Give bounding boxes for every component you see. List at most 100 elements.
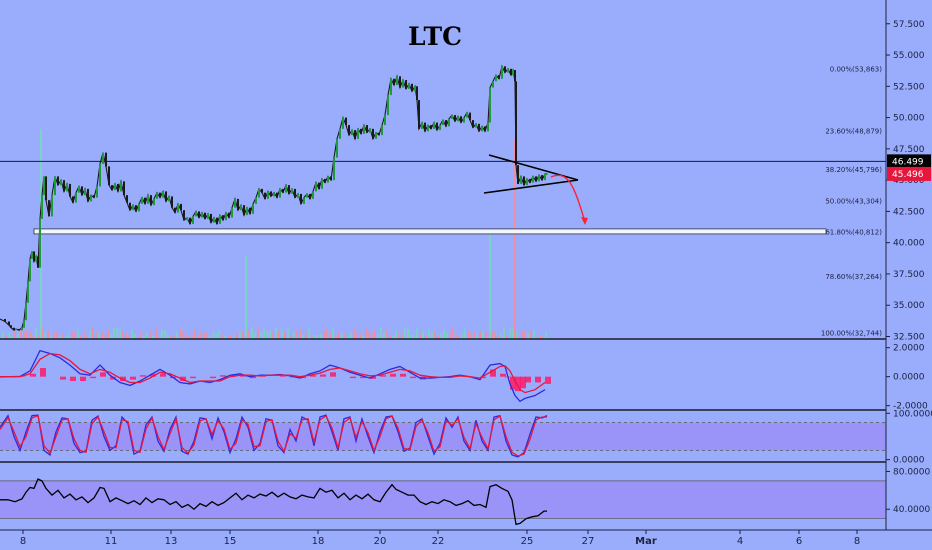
- volume-bar: [137, 336, 139, 339]
- candle-body: [31, 251, 33, 259]
- candle-body: [45, 176, 47, 201]
- macd-histogram-bar: [30, 373, 36, 377]
- macd-histogram-bar: [60, 376, 66, 380]
- volume-bar: [542, 336, 544, 339]
- y-tick-label: 100.0000: [893, 409, 932, 419]
- candle-body: [517, 165, 519, 184]
- candle-body: [309, 193, 311, 199]
- volume-bar: [239, 331, 241, 339]
- candle-body: [510, 68, 512, 76]
- volume-bar: [143, 336, 145, 339]
- volume-spike: [489, 234, 491, 339]
- candle-body: [424, 122, 426, 132]
- macd-histogram-bar: [390, 373, 396, 377]
- volume-bar: [218, 329, 220, 339]
- candle-body: [498, 75, 500, 79]
- volume-bar: [365, 328, 367, 339]
- volume-bar: [152, 335, 154, 339]
- candle-body: [285, 185, 287, 193]
- y-tick-label: 40.0000: [893, 505, 930, 515]
- candle-body: [225, 212, 227, 221]
- volume-bar: [320, 333, 322, 339]
- volume-bar: [473, 332, 475, 339]
- candle-body: [63, 180, 65, 192]
- volume-bar: [17, 334, 19, 339]
- volume-bar: [149, 331, 151, 339]
- volume-bar: [455, 334, 457, 339]
- y-tick-label: 40.000: [893, 239, 925, 249]
- candle-body: [234, 198, 236, 208]
- candle-body: [330, 176, 332, 181]
- macd-histogram-bar: [410, 376, 416, 379]
- candle-body: [156, 192, 158, 199]
- volume-bar: [14, 331, 16, 339]
- macd-histogram-bar: [330, 372, 336, 377]
- volume-bar: [101, 332, 103, 339]
- volume-bar: [128, 334, 130, 339]
- candle-body: [405, 80, 407, 89]
- volume-bar: [533, 330, 535, 339]
- volume-bar: [326, 328, 328, 339]
- volume-bar: [230, 335, 232, 339]
- candle-body: [303, 197, 305, 204]
- volume-bar: [122, 331, 124, 339]
- candle-body: [504, 66, 506, 73]
- volume-bar: [383, 333, 385, 339]
- candle-body: [306, 193, 308, 198]
- candle-body: [363, 125, 365, 134]
- volume-bar: [431, 331, 433, 339]
- projection-arrow: [550, 174, 586, 223]
- candle-body: [501, 66, 503, 79]
- candle-body: [369, 128, 371, 133]
- candle-body: [520, 176, 522, 184]
- candle-body: [237, 198, 239, 211]
- candle-body: [357, 128, 359, 139]
- volume-bar: [362, 335, 364, 339]
- volume-bar: [221, 334, 223, 339]
- candle-body: [198, 211, 200, 218]
- candle-body: [375, 132, 377, 139]
- volume-bar: [440, 333, 442, 339]
- candle-body: [408, 83, 410, 89]
- volume-bar: [44, 332, 46, 339]
- y-tick-label: 0.0000: [893, 373, 925, 383]
- candle-body: [487, 122, 489, 132]
- candle-body: [360, 128, 362, 134]
- candle-body: [427, 125, 429, 132]
- candle-body: [399, 76, 401, 88]
- volume-bar: [242, 331, 244, 339]
- volume-bar: [308, 327, 310, 339]
- price-tag-label: 45.496: [892, 170, 924, 180]
- triangle-lower-line: [483, 179, 579, 194]
- volume-bar: [95, 332, 97, 339]
- x-tick-label: 8: [854, 536, 860, 547]
- candle-body: [249, 207, 251, 214]
- volume-bar: [8, 332, 10, 339]
- volume-bar: [107, 329, 109, 339]
- candle-body: [216, 217, 218, 224]
- volume-bar: [344, 333, 346, 339]
- volume-bar: [62, 333, 64, 339]
- volume-bar: [341, 332, 343, 339]
- candle-body: [336, 138, 338, 158]
- volume-bar: [347, 336, 349, 339]
- candle-body: [463, 117, 465, 123]
- candle-body: [204, 212, 206, 219]
- volume-bar: [434, 330, 436, 339]
- candle-body: [451, 115, 453, 119]
- candle-body: [416, 86, 418, 101]
- candle-body: [324, 178, 326, 183]
- volume-bar: [296, 330, 298, 339]
- candle-body: [192, 216, 194, 224]
- macd-histogram-bar: [480, 376, 486, 379]
- candle-body: [51, 195, 53, 217]
- candle-body: [535, 176, 537, 182]
- volume-bar: [386, 328, 388, 339]
- volume-bar: [65, 336, 67, 339]
- y-tick-label: 55.000: [893, 51, 925, 61]
- macd-histogram-bar: [280, 375, 286, 377]
- macd-histogram-bar: [210, 376, 216, 379]
- candle-body: [114, 183, 116, 191]
- candle-body: [288, 185, 290, 194]
- volume-bar: [485, 332, 487, 339]
